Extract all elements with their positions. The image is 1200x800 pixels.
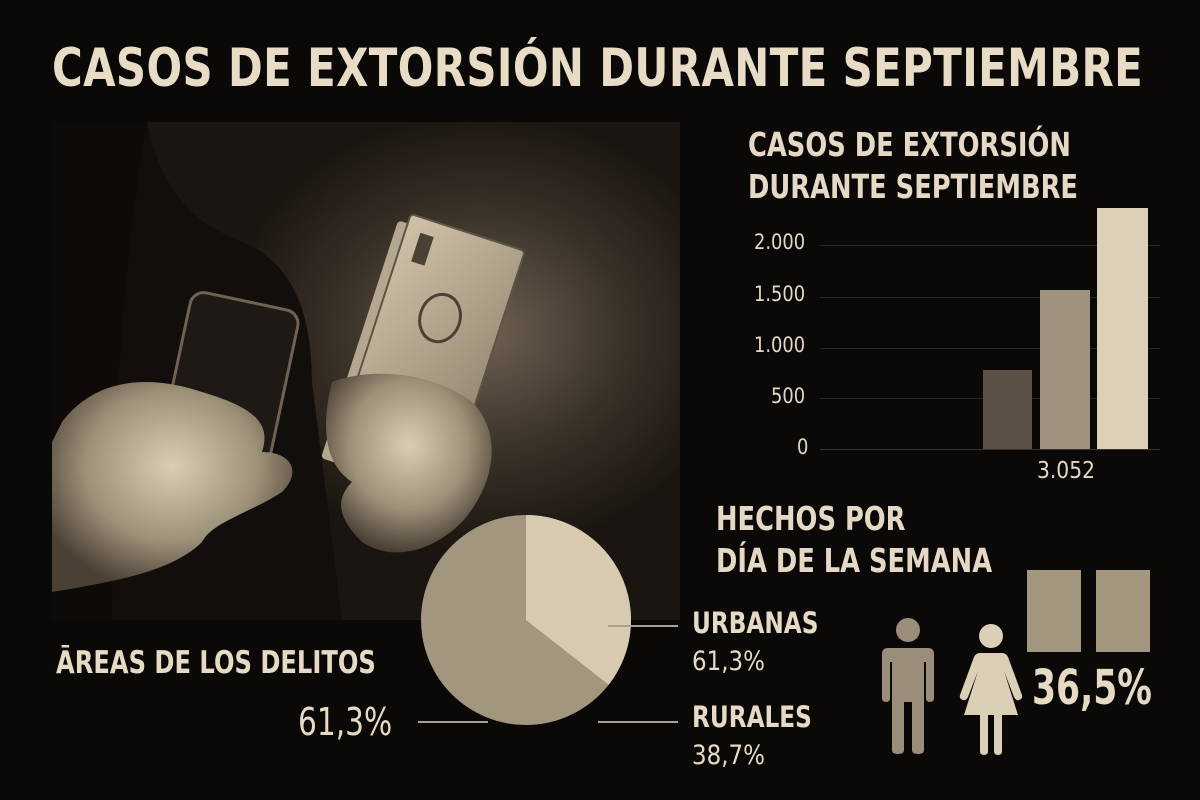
weekday-value: 36,5% — [1032, 660, 1152, 716]
bar-chart-x-label: 3.052 — [1037, 458, 1095, 484]
pie-chart-main-value: 61,3% — [298, 700, 393, 744]
y-tick-1500: 1.500 — [754, 282, 806, 306]
pie-slice-urbanas — [526, 515, 632, 685]
leader-line-urbanas — [608, 625, 678, 627]
bar-chart-title-line1: CASOS DE EXTORSIÓN — [748, 125, 1071, 164]
weekday-block-2 — [1096, 570, 1150, 652]
y-tick-500: 500 — [771, 384, 806, 408]
bar-chart-title: CASOS DE EXTORSIÓN DURANTE SEPTIEMBRE — [748, 124, 1078, 208]
bar-3 — [1097, 208, 1148, 449]
legend-label-rurales: RURALES — [692, 700, 812, 734]
y-tick-1000: 1.000 — [754, 333, 806, 357]
bar-1 — [983, 370, 1032, 449]
weekday-section-title: HECHOS POR DÍA DE LA SEMANA — [716, 498, 992, 582]
hands-money-phone-photo — [52, 122, 680, 620]
legend-value-rurales: 38,7% — [692, 740, 765, 771]
weekday-title-line1: HECHOS POR — [716, 499, 906, 538]
gridline-1000 — [820, 348, 1160, 349]
bar-2 — [1040, 290, 1090, 449]
y-tick-0: 0 — [797, 435, 809, 459]
main-title: CASOS DE EXTORSIÓN DURANTE SEPTIEMBRE — [52, 38, 1144, 99]
weekday-block-1 — [1027, 570, 1081, 652]
gridline-2000 — [820, 245, 1160, 246]
male-icon — [882, 618, 934, 754]
photo-illustration — [52, 122, 525, 620]
y-tick-2000: 2.000 — [754, 230, 806, 254]
leader-line-rurales — [598, 721, 678, 723]
axis-baseline — [820, 449, 1160, 450]
legend-label-urbanas: URBANAS — [692, 606, 819, 640]
bar-chart-title-line2: DURANTE SEPTIEMBRE — [748, 167, 1079, 206]
leader-line-main-value — [418, 721, 488, 723]
pie-chart-title: ĀREAS DE LOS DELITOS — [56, 645, 376, 681]
weekday-title-line2: DÍA DE LA SEMANA — [716, 541, 993, 580]
gridline-1500 — [820, 297, 1160, 298]
female-icon — [959, 624, 1023, 755]
legend-value-urbanas: 61,3% — [692, 646, 765, 677]
pie-chart — [421, 515, 632, 725]
